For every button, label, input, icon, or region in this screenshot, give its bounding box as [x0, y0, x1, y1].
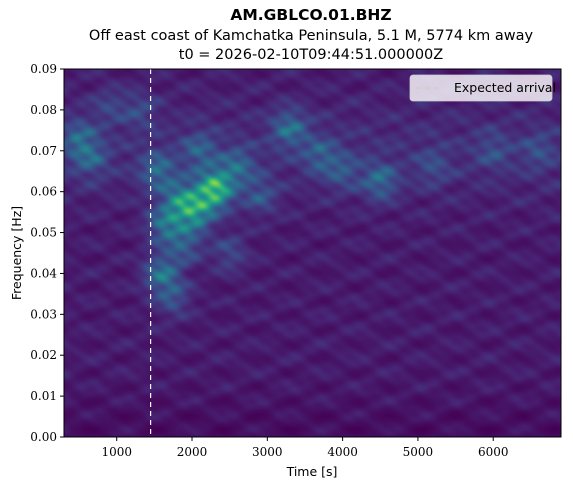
- x-tick-label: 2000: [177, 445, 208, 459]
- y-tick-label: 0.09: [30, 62, 57, 76]
- y-axis-label: Frequency [Hz]: [9, 206, 24, 300]
- plot-frame: [63, 68, 562, 438]
- chart-subtitle-line1: Off east coast of Kamchatka Peninsula, 5…: [89, 28, 534, 44]
- y-tick-label: 0.02: [30, 348, 57, 362]
- x-tick-label: 1000: [101, 445, 132, 459]
- y-tick-label: 0.00: [30, 430, 57, 444]
- x-axis-ticks: 1000 2000 3000 4000 5000 6000: [101, 437, 509, 459]
- y-tick-label: 0.03: [30, 307, 57, 321]
- x-tick-label: 4000: [327, 445, 358, 459]
- chart-subtitle-line2: t0 = 2026-02-10T09:44:51.000000Z: [179, 47, 443, 63]
- chart-title: AM.GBLCO.01.BHZ: [230, 6, 391, 24]
- legend: Expected arrival: [409, 74, 556, 102]
- plot-area: [64, 69, 561, 437]
- legend-box: [409, 74, 553, 102]
- x-tick-label: 5000: [403, 445, 434, 459]
- x-tick-label: 6000: [478, 445, 509, 459]
- y-tick-label: 0.08: [30, 103, 57, 117]
- y-tick-label: 0.04: [30, 266, 57, 280]
- y-tick-label: 0.01: [30, 389, 57, 403]
- x-tick-label: 3000: [252, 445, 283, 459]
- x-axis-label: Time [s]: [286, 464, 338, 479]
- y-tick-label: 0.05: [30, 226, 57, 240]
- y-axis-ticks: 0.00 0.01 0.02 0.03 0.04 0.05 0.06 0.07 0.08 0.09: [30, 62, 64, 444]
- spectrogram-heatmap: [64, 69, 561, 437]
- y-tick-label: 0.06: [30, 185, 57, 199]
- legend-label: Expected arrival: [454, 80, 556, 95]
- y-tick-label: 0.07: [30, 144, 57, 158]
